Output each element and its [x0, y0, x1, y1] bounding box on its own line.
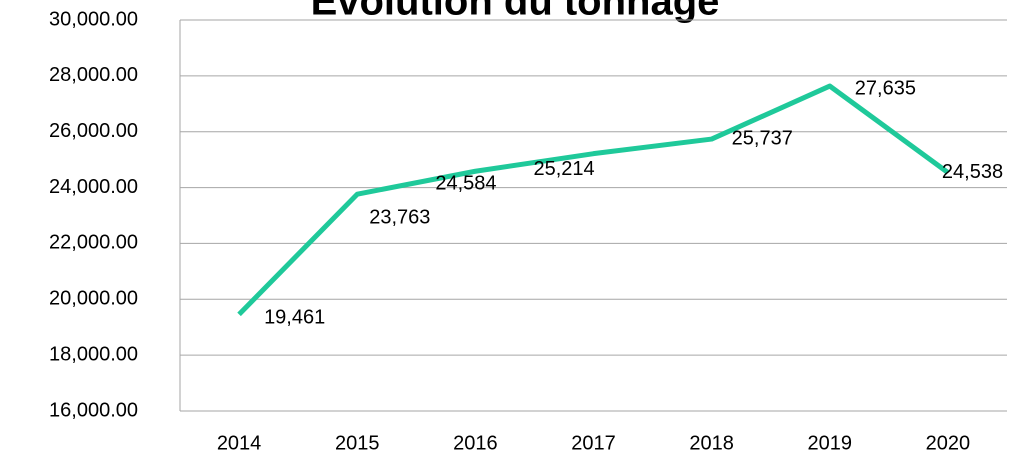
x-tick-label: 2019	[808, 432, 853, 454]
y-tick-label: 20,000.00	[49, 288, 138, 310]
x-tick-label: 2015	[335, 432, 380, 454]
data-label: 27,635	[855, 77, 916, 99]
data-label: 25,737	[732, 127, 793, 149]
x-tick-label: 2020	[926, 432, 971, 454]
y-tick-label: 28,000.00	[49, 64, 138, 86]
y-tick-label: 30,000.00	[49, 8, 138, 30]
x-tick-label: 2017	[571, 432, 616, 454]
x-tick-label: 2018	[689, 432, 734, 454]
line	[237, 83, 950, 317]
y-tick-label: 26,000.00	[49, 120, 138, 142]
data-label: 25,214	[534, 158, 595, 180]
y-tick-label: 16,000.00	[49, 399, 138, 421]
chart-title: Évolution du tonnage	[311, 0, 720, 24]
data-label: 24,584	[435, 173, 496, 195]
data-label: 24,538	[942, 161, 1003, 183]
x-tick-label: 2014	[217, 432, 262, 454]
y-tick-label: 22,000.00	[49, 232, 138, 254]
y-tick-label: 24,000.00	[49, 176, 138, 198]
x-tick-label: 2016	[453, 432, 498, 454]
data-label: 23,763	[369, 206, 430, 228]
y-tick-label: 18,000.00	[49, 343, 138, 365]
data-label: 19,461	[264, 307, 325, 329]
